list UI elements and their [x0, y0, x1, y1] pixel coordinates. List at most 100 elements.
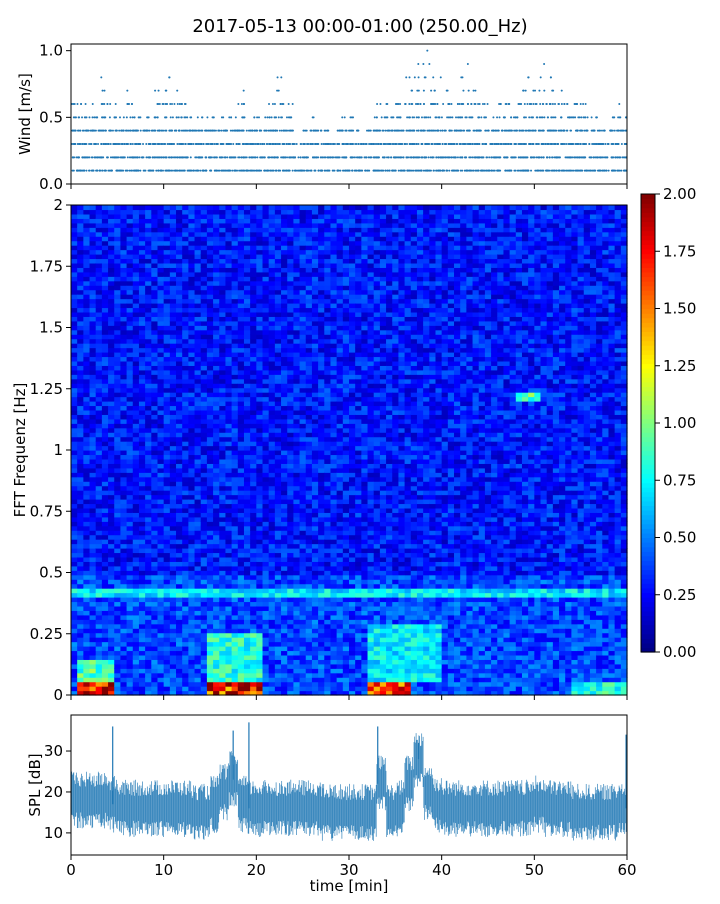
spectrogram-cell: [108, 503, 115, 508]
wind-point: [281, 130, 283, 132]
wind-point: [178, 116, 180, 118]
spectrogram-cell: [139, 650, 146, 655]
wind-point: [224, 156, 226, 158]
spectrogram-cell: [145, 512, 152, 517]
spectrogram-cell: [71, 557, 78, 562]
wind-point: [188, 143, 190, 145]
spectrogram-cell: [145, 254, 152, 259]
spectrogram-cell: [188, 610, 195, 615]
wind-point: [78, 156, 80, 158]
spectrogram-cell: [102, 325, 109, 330]
spectrogram-cell: [182, 610, 189, 615]
wind-point: [288, 103, 290, 105]
spectrogram-cell: [71, 388, 78, 393]
spectrogram-cell: [176, 330, 183, 335]
spectrogram-cell: [108, 535, 115, 540]
wind-point: [417, 103, 419, 105]
spectrogram-cell: [83, 526, 90, 531]
spectrogram-cell: [77, 584, 84, 589]
wind-point: [286, 170, 288, 172]
wind-point: [287, 143, 289, 145]
wind-point: [426, 170, 428, 172]
spectrogram-cell: [83, 579, 90, 584]
spectrogram-cell: [151, 267, 158, 272]
spectrogram-cell: [188, 432, 195, 437]
spectrogram-cell: [164, 281, 171, 286]
wind-point: [197, 116, 199, 118]
spectrogram-cell: [176, 258, 183, 263]
spectrogram-cell: [151, 650, 158, 655]
spectrogram-cell: [164, 245, 171, 250]
spectrogram-cell: [114, 285, 121, 290]
wind-point: [249, 130, 251, 132]
wind-point: [565, 143, 567, 145]
spectrogram-cell: [96, 646, 103, 651]
wind-point: [76, 103, 78, 105]
spectrogram-cell: [145, 593, 152, 598]
wind-point: [359, 170, 361, 172]
spectrogram-cell: [133, 285, 140, 290]
spectrogram-cell: [96, 659, 103, 664]
spectrogram-cell: [176, 486, 183, 491]
spectrogram-cell: [182, 517, 189, 522]
spectrogram-cell: [188, 530, 195, 535]
spectrogram-cell: [157, 316, 164, 321]
spectrogram-cell: [151, 339, 158, 344]
spectrogram-cell: [77, 561, 84, 566]
spectrogram-cell: [182, 628, 189, 633]
spectrogram-cell: [133, 610, 140, 615]
spectrogram-cell: [139, 272, 146, 277]
spectrogram-cell: [145, 272, 152, 277]
spectrogram-cell: [83, 575, 90, 580]
spectrogram-cell: [114, 686, 121, 691]
spectrogram-cell: [96, 209, 103, 214]
spectrogram-cell: [133, 290, 140, 295]
wind-point: [547, 143, 549, 145]
wind-point: [474, 90, 476, 92]
spectrogram-cell: [139, 401, 146, 406]
spectrogram-cell: [164, 397, 171, 402]
spectrogram-cell: [77, 374, 84, 379]
spectrogram-cell: [164, 285, 171, 290]
wind-point: [87, 130, 89, 132]
spectrogram-cell: [139, 365, 146, 370]
wind-point: [265, 130, 267, 132]
spectrogram-cell: [120, 405, 127, 410]
spectrogram-cell: [151, 570, 158, 575]
wind-point: [192, 130, 194, 132]
spectrogram-cell: [120, 682, 127, 687]
wind-point: [520, 156, 522, 158]
wind-point: [271, 116, 273, 118]
spectrogram-cell: [102, 490, 109, 495]
spectrogram-cell: [120, 241, 127, 246]
wind-point: [466, 130, 468, 132]
spectrogram-cell: [96, 655, 103, 660]
spectrogram-cell: [108, 365, 115, 370]
spectrogram-cell: [90, 575, 97, 580]
spectrogram-cell: [170, 258, 177, 263]
wind-point: [434, 90, 436, 92]
spectrogram-cell: [170, 646, 177, 651]
spectrogram-cell: [127, 535, 134, 540]
spectrogram-cell: [157, 348, 164, 353]
spectrogram-cell: [127, 205, 134, 210]
spectrogram-cell: [133, 276, 140, 281]
spectrogram-cell: [157, 405, 164, 410]
wind-point: [448, 116, 450, 118]
spectrogram-cell: [182, 677, 189, 682]
spectrogram-cell: [120, 365, 127, 370]
spectrogram-cell: [139, 552, 146, 557]
spectrogram-cell: [120, 503, 127, 508]
wind-point: [158, 156, 160, 158]
wind-point: [93, 116, 95, 118]
wind-point: [396, 116, 398, 118]
spectrogram-cell: [133, 575, 140, 580]
spectrogram-cell: [96, 223, 103, 228]
wind-point: [194, 130, 196, 132]
spectrogram-cell: [170, 610, 177, 615]
wind-point: [594, 156, 596, 158]
spectrogram-cell: [127, 673, 134, 678]
spectrogram-cell: [151, 352, 158, 357]
spectrogram-cell: [108, 468, 115, 473]
wind-point: [468, 90, 470, 92]
